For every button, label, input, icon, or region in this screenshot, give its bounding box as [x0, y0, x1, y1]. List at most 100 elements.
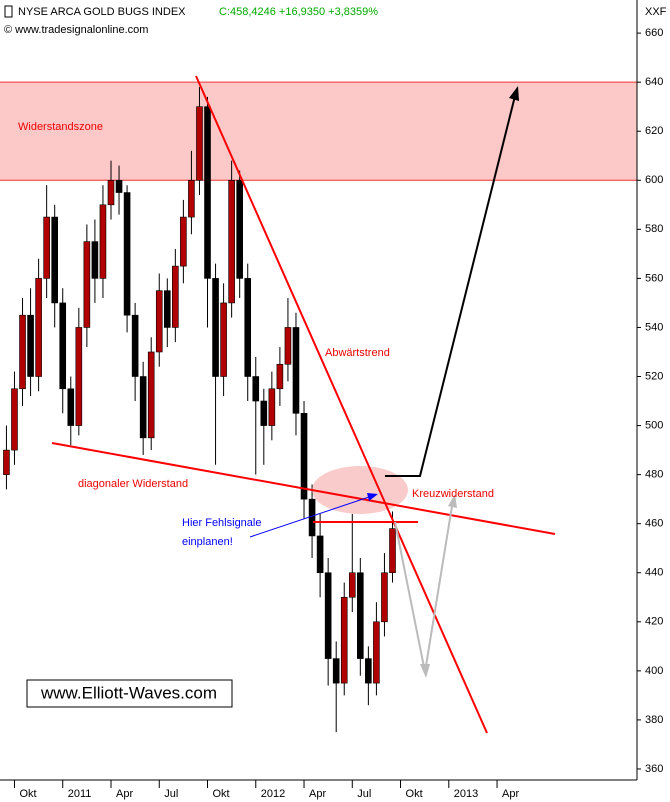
candle-body [163, 290, 171, 328]
y-tick-label: 460 [645, 518, 663, 530]
x-tick-label: Okt [406, 788, 423, 800]
candle-body [340, 596, 348, 684]
candle-body [123, 192, 131, 316]
hint-label: einplanen! [182, 536, 233, 548]
candle-body [308, 498, 316, 537]
candle-body [316, 535, 324, 574]
candle-body [220, 302, 227, 377]
candle-body [107, 179, 115, 206]
corner-label: XXF [645, 6, 667, 18]
x-tick-label: 2012 [261, 788, 285, 800]
candle-body [268, 388, 276, 426]
candle-body [19, 314, 26, 390]
y-tick-label: 360 [645, 763, 663, 775]
arrow-head [509, 86, 519, 101]
x-tick-label: Okt [213, 788, 230, 800]
x-tick-label: Apr [309, 788, 326, 800]
candle-body [365, 658, 372, 684]
x-tick-label: Apr [116, 788, 133, 800]
cross-zone [312, 466, 408, 514]
watermark: www.Elliott-Waves.com [40, 683, 217, 702]
source: © www.tradesignalonline.com [4, 24, 148, 36]
candle-body [252, 376, 260, 402]
candle-body [373, 621, 380, 684]
resistance-zone [0, 82, 637, 181]
candle-body [99, 204, 107, 279]
candle-body [35, 278, 42, 377]
y-tick-label: 400 [645, 665, 663, 677]
quote: C:458,4246 +16,9350 +3,8359% [219, 6, 378, 18]
watermark-box [26, 679, 233, 708]
x-tick-label: 2011 [68, 788, 92, 800]
hint-label: Hier Fehlsignale [182, 517, 261, 529]
candle-body [67, 388, 75, 426]
arrow-head [448, 494, 457, 508]
x-tick-label: Jul [357, 788, 371, 800]
candle-body [357, 572, 364, 659]
x-tick-label: 2013 [454, 788, 478, 800]
y-tick-label: 560 [645, 272, 663, 284]
candle-body [212, 278, 219, 377]
candle-body [59, 302, 67, 390]
y-tick-label: 500 [645, 419, 663, 431]
x-tick-label: Jul [164, 788, 178, 800]
candle-body [139, 376, 147, 439]
candle-body [276, 363, 284, 390]
candle-body [228, 179, 235, 304]
downtrend-label: Abwärtstrend [325, 347, 390, 359]
candle-body [75, 327, 83, 426]
y-tick-label: 520 [645, 370, 663, 382]
candle-body [332, 658, 340, 684]
arrow-head [420, 664, 430, 678]
candle-body [236, 179, 243, 279]
y-tick-label: 420 [645, 616, 663, 628]
y-tick-label: 440 [645, 567, 663, 579]
candle-body [83, 241, 91, 328]
y-tick-label: 480 [645, 469, 663, 481]
candle-body [180, 216, 187, 267]
y-tick-label: 380 [645, 714, 663, 726]
y-tick-label: 540 [645, 321, 663, 333]
target-arrow [385, 91, 517, 477]
candle-body [11, 388, 18, 451]
candle-body [196, 106, 203, 181]
y-tick-label: 600 [645, 174, 663, 186]
candle-body [3, 449, 10, 475]
candle-body [292, 327, 300, 414]
x-tick-label: Okt [19, 788, 36, 800]
plot-area [0, 81, 637, 733]
arrow-head [367, 493, 378, 501]
candle-body [324, 572, 332, 659]
symbol-icon [4, 5, 13, 18]
zone-label: Widerstandszone [18, 121, 103, 133]
candle-body [348, 572, 356, 598]
candle-body [389, 528, 396, 574]
candle-body [131, 314, 139, 377]
candle-body [284, 327, 292, 365]
diagonal-line [51, 442, 556, 535]
chart-title: NYSE ARCA GOLD BUGS INDEX [18, 6, 186, 18]
candle-body [115, 179, 123, 193]
hint-arrow [249, 495, 373, 538]
candle-body [147, 351, 155, 439]
candle-body [91, 241, 99, 279]
candle-body [381, 572, 388, 623]
candle-body [188, 179, 195, 218]
candle-body [27, 314, 34, 377]
y-tick-label: 580 [645, 223, 663, 235]
candle-body [155, 290, 163, 353]
candle-body [204, 106, 211, 279]
candle-body [51, 216, 58, 304]
diagonal-label: diagonaler Widerstand [78, 478, 188, 490]
candle-body [244, 278, 252, 377]
candle-body [260, 400, 268, 426]
candle-body [172, 265, 179, 328]
candle-body [300, 413, 308, 500]
candle-body [43, 216, 50, 279]
y-tick-label: 660 [645, 27, 663, 39]
downtrend-line [195, 75, 488, 734]
y-tick-label: 640 [645, 76, 663, 88]
x-tick-label: Apr [502, 788, 519, 800]
y-tick-label: 620 [645, 125, 663, 137]
